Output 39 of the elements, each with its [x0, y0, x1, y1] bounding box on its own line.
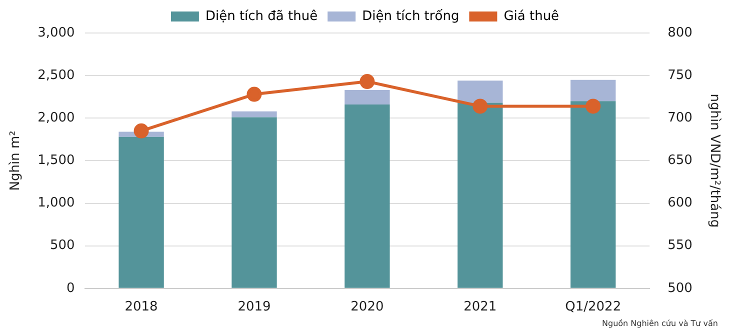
y-tick-label: 0 [66, 280, 75, 296]
bar [570, 80, 616, 102]
y-tick-label: 1,000 [38, 196, 75, 211]
y2-tick-label: 550 [668, 238, 692, 254]
bar [344, 90, 390, 105]
y2-tick-label: 600 [668, 196, 692, 211]
bar [344, 104, 390, 288]
legend-label: Diện tích đã thuê [205, 8, 318, 24]
y2-tick-label: 700 [668, 110, 692, 126]
point [360, 74, 375, 90]
bar [458, 80, 503, 103]
y2-tick-label: 800 [668, 25, 692, 40]
x-tick-label: Q1/2022 [565, 300, 622, 315]
bar [232, 117, 277, 288]
y-tick-label: 1,500 [38, 153, 75, 168]
legend-label: Diện tích trống [362, 8, 460, 24]
text: Nguồn Nghiên cứu và Tư vấn [602, 319, 718, 328]
bar [570, 101, 616, 288]
x-tick-label: 2021 [464, 300, 497, 315]
bar [458, 102, 503, 288]
y2-tick-label: 750 [668, 68, 692, 83]
legend-label: Giá thuê [504, 8, 560, 24]
y-tick-label: 500 [50, 238, 75, 254]
y-tick-label: 2,500 [38, 68, 75, 83]
point [134, 123, 149, 138]
x-tick-label: 2019 [238, 300, 271, 315]
point [246, 86, 262, 102]
y-tick-label: 2,000 [38, 110, 75, 126]
x-tick-label: 2018 [124, 300, 158, 315]
bar [232, 111, 277, 118]
y-axis-title: Nghìn m² [8, 130, 24, 191]
point [472, 98, 488, 114]
y-tick-label: 3,000 [38, 25, 75, 40]
bar [118, 136, 164, 288]
x-tick-label: 2020 [350, 300, 384, 315]
point [586, 98, 601, 114]
y2-axis-title: nghìn VND/m²/tháng [706, 94, 722, 228]
y2-tick-label: 650 [668, 153, 692, 168]
y2-tick-label: 500 [668, 280, 692, 296]
